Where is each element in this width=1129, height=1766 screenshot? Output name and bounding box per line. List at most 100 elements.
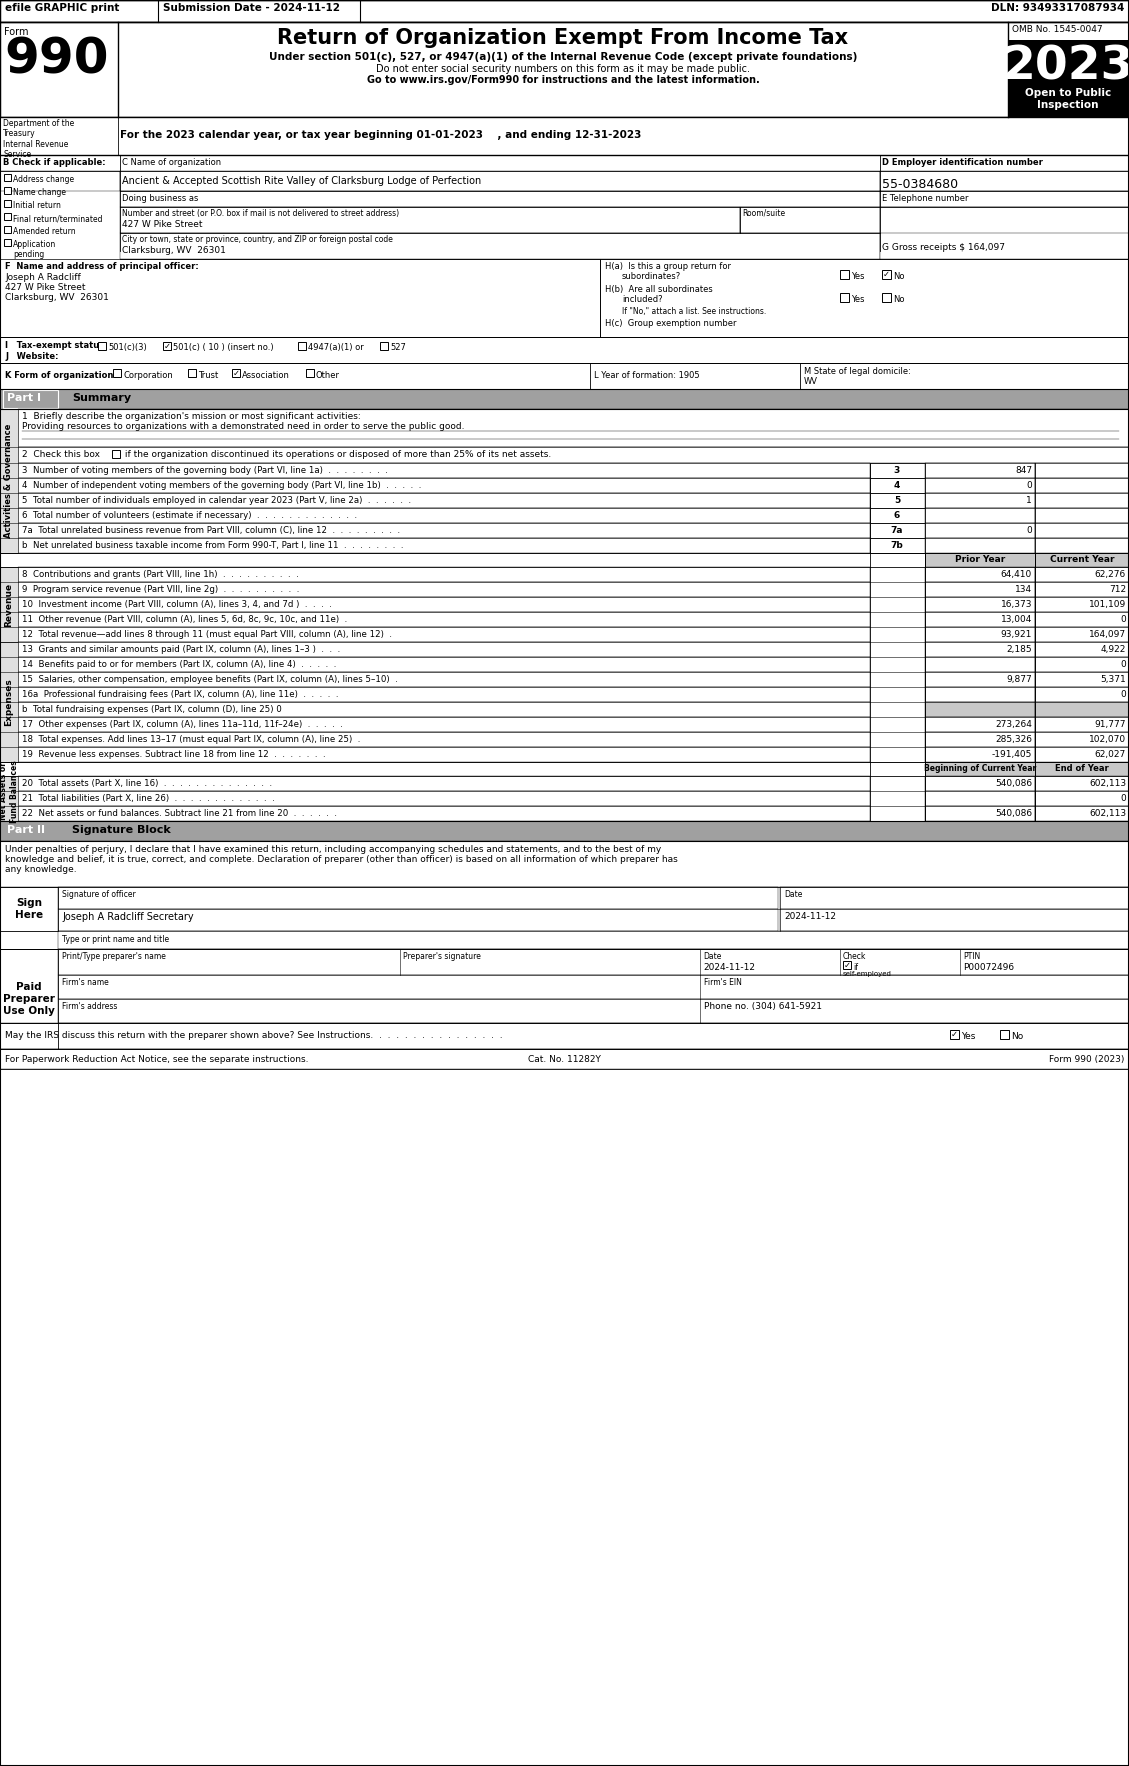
- Text: 501(c)(3): 501(c)(3): [108, 343, 147, 351]
- Bar: [18, 627, 870, 643]
- Bar: [18, 805, 870, 821]
- Bar: [58, 975, 1129, 1000]
- Text: 62,276: 62,276: [1095, 570, 1126, 579]
- Text: Name change: Name change: [14, 187, 65, 198]
- Bar: [18, 657, 870, 673]
- Text: Net Assets or
Fund Balances: Net Assets or Fund Balances: [0, 759, 19, 823]
- Text: K Form of organization:: K Form of organization:: [5, 371, 116, 380]
- Text: H(a)  Is this a group return for: H(a) Is this a group return for: [605, 261, 730, 270]
- Bar: [0, 171, 120, 191]
- Bar: [0, 841, 1129, 887]
- Bar: [1035, 479, 1129, 493]
- Text: 164,097: 164,097: [1088, 630, 1126, 639]
- Bar: [949, 1030, 959, 1038]
- Text: 3  Number of voting members of the governing body (Part VI, line 1a)  .  .  .  .: 3 Number of voting members of the govern…: [21, 466, 388, 475]
- Text: Paid
Preparer
Use Only: Paid Preparer Use Only: [3, 982, 55, 1015]
- Bar: [840, 293, 849, 302]
- Text: Address change: Address change: [14, 175, 75, 184]
- Text: Preparer's signature: Preparer's signature: [403, 952, 481, 961]
- Bar: [0, 0, 1129, 21]
- Text: 6  Total number of volunteers (estimate if necessary)  .  .  .  .  .  .  .  .  .: 6 Total number of volunteers (estimate i…: [21, 510, 357, 519]
- Text: 7a  Total unrelated business revenue from Part VIII, column (C), line 12  .  .  : 7a Total unrelated business revenue from…: [21, 526, 400, 535]
- Bar: [0, 887, 58, 931]
- Bar: [925, 731, 1035, 747]
- Bar: [120, 171, 879, 191]
- Bar: [925, 479, 1035, 493]
- Bar: [1035, 657, 1129, 673]
- Text: Joseph A Radcliff: Joseph A Radcliff: [5, 274, 81, 283]
- Text: Check: Check: [843, 952, 866, 961]
- Bar: [380, 343, 388, 350]
- Bar: [18, 747, 870, 761]
- Text: 13,004: 13,004: [1000, 615, 1032, 623]
- Bar: [18, 791, 870, 805]
- Bar: [599, 260, 1129, 337]
- Text: Part II: Part II: [7, 825, 45, 835]
- Bar: [0, 117, 119, 155]
- Text: If "No," attach a list. See instructions.: If "No," attach a list. See instructions…: [622, 307, 767, 316]
- Text: E Telephone number: E Telephone number: [882, 194, 969, 203]
- Bar: [0, 410, 18, 553]
- Bar: [5, 226, 11, 233]
- Bar: [0, 775, 18, 835]
- Text: Initial return: Initial return: [14, 201, 61, 210]
- Text: PTIN: PTIN: [963, 952, 980, 961]
- Text: Trust: Trust: [198, 371, 218, 380]
- Text: Summary: Summary: [72, 394, 131, 403]
- Bar: [1035, 523, 1129, 539]
- Text: Submission Date - 2024-11-12: Submission Date - 2024-11-12: [163, 4, 340, 12]
- Text: 6: 6: [894, 510, 900, 519]
- Text: Association: Association: [242, 371, 290, 380]
- Text: Print/Type preparer's name: Print/Type preparer's name: [62, 952, 166, 961]
- Bar: [5, 175, 11, 180]
- Text: OMB No. 1545-0047: OMB No. 1545-0047: [1012, 25, 1103, 34]
- Text: M State of legal domicile:
WV: M State of legal domicile: WV: [804, 367, 911, 387]
- Bar: [1035, 613, 1129, 627]
- Text: 16a  Professional fundraising fees (Part IX, column (A), line 11e)  .  .  .  .  : 16a Professional fundraising fees (Part …: [21, 691, 339, 699]
- Text: May the IRS discuss this return with the preparer shown above? See Instructions.: May the IRS discuss this return with the…: [5, 1031, 502, 1040]
- Text: 17  Other expenses (Part IX, column (A), lines 11a–11d, 11f–24e)  .  .  .  .  .: 17 Other expenses (Part IX, column (A), …: [21, 721, 343, 729]
- Text: Signature Block: Signature Block: [72, 825, 170, 835]
- Text: -191,405: -191,405: [991, 751, 1032, 759]
- Text: Signature of officer: Signature of officer: [62, 890, 135, 899]
- Bar: [1035, 583, 1129, 597]
- Bar: [18, 410, 1129, 447]
- Text: B Check if applicable:: B Check if applicable:: [3, 157, 106, 168]
- Text: Date: Date: [784, 890, 803, 899]
- Bar: [879, 191, 1129, 207]
- Text: Number and street (or P.O. box if mail is not delivered to street address): Number and street (or P.O. box if mail i…: [122, 208, 400, 217]
- Text: Yes: Yes: [961, 1031, 975, 1040]
- Bar: [113, 369, 121, 376]
- Bar: [925, 493, 1035, 509]
- Bar: [925, 673, 1035, 687]
- Bar: [1035, 761, 1129, 775]
- Text: 62,027: 62,027: [1095, 751, 1126, 759]
- Text: 847: 847: [1015, 466, 1032, 475]
- Text: 540,086: 540,086: [995, 779, 1032, 788]
- Text: 427 W Pike Street: 427 W Pike Street: [5, 283, 86, 291]
- Bar: [925, 717, 1035, 731]
- Text: 15  Salaries, other compensation, employee benefits (Part IX, column (A), lines : 15 Salaries, other compensation, employe…: [21, 675, 397, 683]
- Bar: [870, 539, 925, 553]
- Text: Clarksburg, WV  26301: Clarksburg, WV 26301: [5, 293, 108, 302]
- Text: 9  Program service revenue (Part VIII, line 2g)  .  .  .  .  .  .  .  .  .  .: 9 Program service revenue (Part VIII, li…: [21, 585, 299, 593]
- Bar: [98, 343, 106, 350]
- Text: b  Total fundraising expenses (Part IX, column (D), line 25) 0: b Total fundraising expenses (Part IX, c…: [21, 705, 282, 713]
- Text: H(b)  Are all subordinates: H(b) Are all subordinates: [605, 284, 712, 293]
- Bar: [18, 717, 870, 731]
- Text: Joseph A Radcliff Secretary: Joseph A Radcliff Secretary: [62, 911, 194, 922]
- Bar: [1035, 703, 1129, 717]
- Bar: [879, 207, 1129, 249]
- Text: 540,086: 540,086: [995, 809, 1032, 818]
- Bar: [18, 539, 870, 553]
- Text: Return of Organization Exempt From Income Tax: Return of Organization Exempt From Incom…: [278, 28, 849, 48]
- Text: 1  Briefly describe the organization's mission or most significant activities:: 1 Briefly describe the organization's mi…: [21, 411, 361, 420]
- Text: Amended return: Amended return: [14, 228, 76, 237]
- Bar: [112, 450, 120, 457]
- Text: 101,109: 101,109: [1088, 600, 1126, 609]
- Bar: [5, 187, 11, 194]
- Text: Phone no. (304) 641-5921: Phone no. (304) 641-5921: [704, 1001, 822, 1010]
- Text: Corporation: Corporation: [123, 371, 173, 380]
- Text: 0: 0: [1120, 615, 1126, 623]
- Bar: [925, 463, 1035, 479]
